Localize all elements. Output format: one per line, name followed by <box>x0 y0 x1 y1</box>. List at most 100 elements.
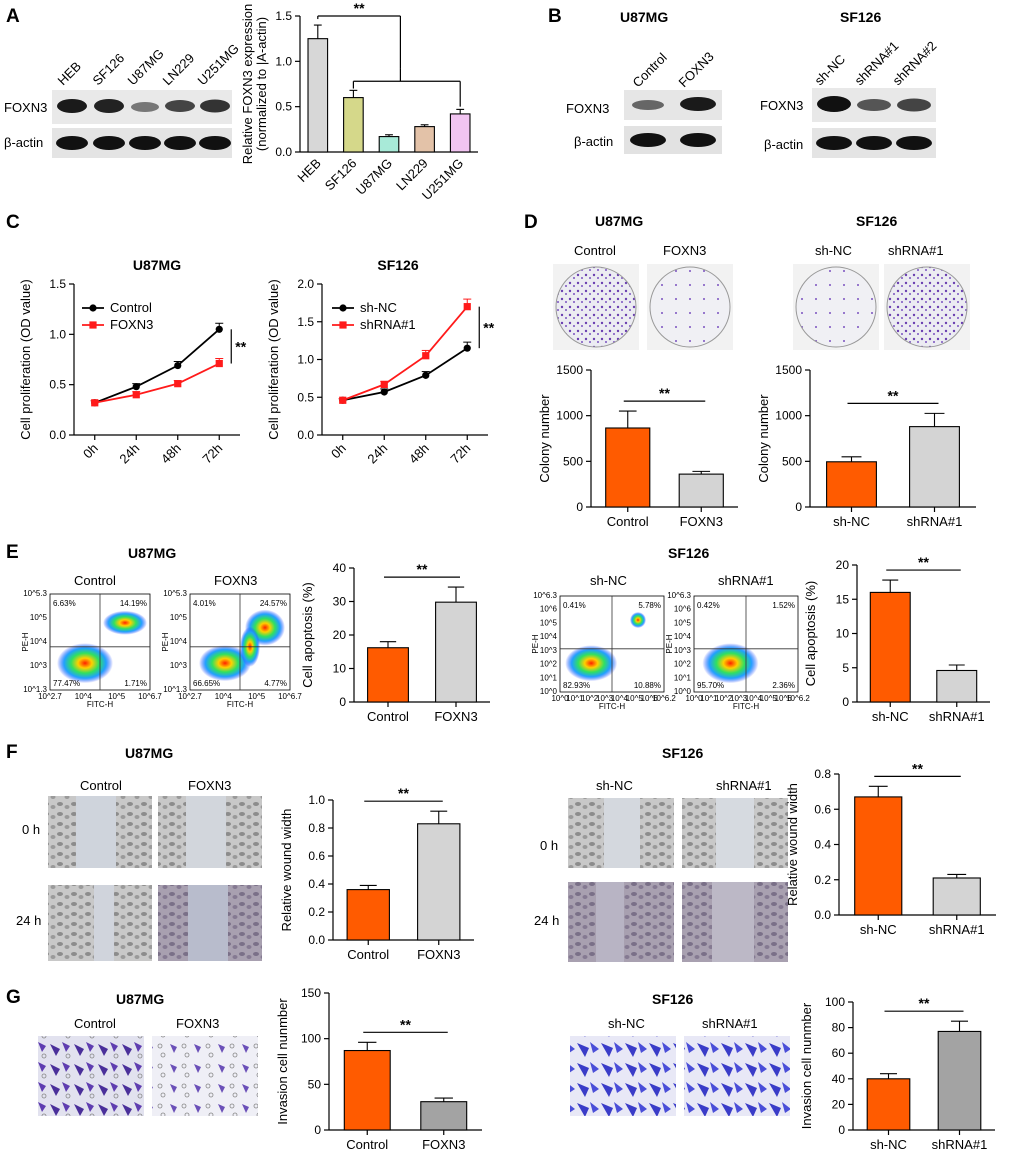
blot-row-label: FOXN3 <box>566 101 609 116</box>
y-tick-label: 0.2 <box>308 905 325 919</box>
x-tick-label: 48h <box>406 441 432 467</box>
blot-row-label: β-actin <box>574 134 613 149</box>
invasion-label: sh-NC <box>608 1016 645 1031</box>
y-tick-label: 0 <box>795 500 802 514</box>
flow-y-tick: 10^1.3 <box>23 685 47 694</box>
chart-D1: 0 500 1000 1500 Colony number Control FOXN3 ** <box>537 363 738 529</box>
flow-plot: 4.01% 24.57% 66.65% 4.77% 10^2.7 10^4 10^5 10^6… <box>161 589 302 709</box>
series-line <box>94 328 220 404</box>
bar <box>678 473 724 508</box>
panel-label-A: A <box>6 6 20 27</box>
panel-label-C: C <box>6 212 20 233</box>
x-tick-label: Control <box>346 1137 388 1152</box>
panel-label-B: B <box>548 6 562 27</box>
y-tick-label: 0.6 <box>814 802 831 816</box>
bar <box>937 1030 982 1131</box>
wound-gap <box>596 882 624 962</box>
flow-x-tick: 10^6.7 <box>138 692 162 701</box>
quadrant-value: 14.19% <box>120 599 147 608</box>
y-axis-label: Cell proliferation (OD value) <box>18 279 33 439</box>
y-axis-label: Cell apoptosis (%) <box>803 581 818 687</box>
x-tick-label: shRNA#1 <box>929 709 985 724</box>
flow-plots: 6.63% 14.19%77.47% 1.71%10^2.7 10^4 10^5 10^6… <box>21 589 810 711</box>
invasion-title: SF126 <box>652 991 693 1007</box>
y-tick-label: 1.5 <box>49 277 66 291</box>
wound-gap <box>94 885 114 961</box>
chart-D2: 0 500 1000 1500 Colony number sh-NC shRNA#1 ** <box>756 363 976 529</box>
flow-x-tick: 10^4 <box>215 692 233 701</box>
bar <box>932 877 981 916</box>
flow-y-tick: 10^4 <box>674 632 692 641</box>
bar <box>435 601 477 703</box>
bar <box>343 97 364 153</box>
flow-x-label: FITC-H <box>227 700 253 709</box>
y-tick-label: 0.0 <box>814 908 831 922</box>
blot-band <box>817 96 851 112</box>
flow-y-tick: 10^5 <box>540 618 558 627</box>
flow-density <box>702 643 759 684</box>
flow-x-tick: 10^1 <box>566 694 584 703</box>
y-tick-label: 40 <box>832 1072 846 1086</box>
y-tick-label: 15 <box>836 592 850 606</box>
blot-band <box>165 100 195 112</box>
plate-label: FOXN3 <box>663 243 706 258</box>
y-tick-label: 20 <box>836 558 850 572</box>
flow-x-tick: 10^2 <box>715 694 733 703</box>
y-tick-label: 0.6 <box>308 849 325 863</box>
flow-y-tick: 10^1.3 <box>163 685 187 694</box>
flow-y-tick: 10^3 <box>170 661 188 670</box>
flow-x-tick: 10^5 <box>248 692 266 701</box>
y-tick-label: 0.0 <box>275 145 292 159</box>
y-tick-label: 0.0 <box>297 428 314 442</box>
flow-x-tick: 10^4 <box>611 694 629 703</box>
legend-label: FOXN3 <box>110 317 153 332</box>
y-axis-label: Colony number <box>756 394 771 483</box>
blot-lane-label: U87MG <box>125 46 167 88</box>
flow-x-tick: 10^6 <box>641 694 659 703</box>
flow-x-tick: 10^5 <box>626 694 644 703</box>
panel-label-F: F <box>6 742 18 763</box>
data-point <box>339 396 347 404</box>
x-tick-label: shRNA#1 <box>929 922 985 937</box>
flow-y-tick: 10^0 <box>540 687 558 696</box>
data-point <box>174 380 182 388</box>
series-line <box>94 362 220 404</box>
invasion-label: shRNA#1 <box>702 1016 758 1031</box>
y-tick-label: 20 <box>832 1097 846 1111</box>
y-axis-label: Cell proliferation (OD value) <box>266 279 281 439</box>
bar <box>936 669 978 703</box>
wound-label: Control <box>80 778 122 793</box>
y-axis-label: Invasion cell nunmber <box>275 998 290 1125</box>
x-tick-label: 72h <box>447 441 473 467</box>
flow-plot: 0.41% 5.78%82.93% 10.88%10^010^110^210^310… <box>531 591 676 711</box>
quadrant-value: 0.42% <box>697 601 720 610</box>
y-tick-label: 1.5 <box>275 9 292 23</box>
bar <box>869 591 911 703</box>
blot-lane-label: FOXN3 <box>676 49 717 90</box>
flow-x-tick: 10^0 <box>685 694 703 703</box>
chart-A: 0.0 0.5 1.0 1.5 Relative FOXN3 expression (no… <box>240 0 478 203</box>
x-tick-label: FOXN3 <box>422 1137 465 1152</box>
flow-y-label: PE-H <box>531 634 540 653</box>
significance-marker: ** <box>398 785 409 801</box>
data-point <box>174 361 182 370</box>
significance-marker: ** <box>400 1016 411 1032</box>
significance-marker: ** <box>354 0 365 16</box>
flow-label: Control <box>74 573 116 588</box>
blot-band <box>93 136 125 150</box>
y-tick-label: 2.0 <box>297 277 314 291</box>
bar <box>420 1101 468 1131</box>
wound-gap <box>712 882 754 962</box>
y-tick-label: 30 <box>333 595 347 609</box>
invasion-image <box>152 1036 258 1116</box>
flow-y-tick: 10^3 <box>674 646 692 655</box>
y-tick-label: 1.0 <box>275 54 292 68</box>
wound-title: U87MG <box>125 745 173 761</box>
panel-label-G: G <box>6 987 21 1008</box>
flow-y-tick: 10^5 <box>30 613 48 622</box>
legend-label: Control <box>110 300 152 315</box>
quadrant-value: 4.01% <box>193 599 216 608</box>
blot-band <box>630 133 666 147</box>
chart-F2: 0.0 0.2 0.4 0.6 0.8 Relative wound width sh-NC… <box>785 760 996 937</box>
